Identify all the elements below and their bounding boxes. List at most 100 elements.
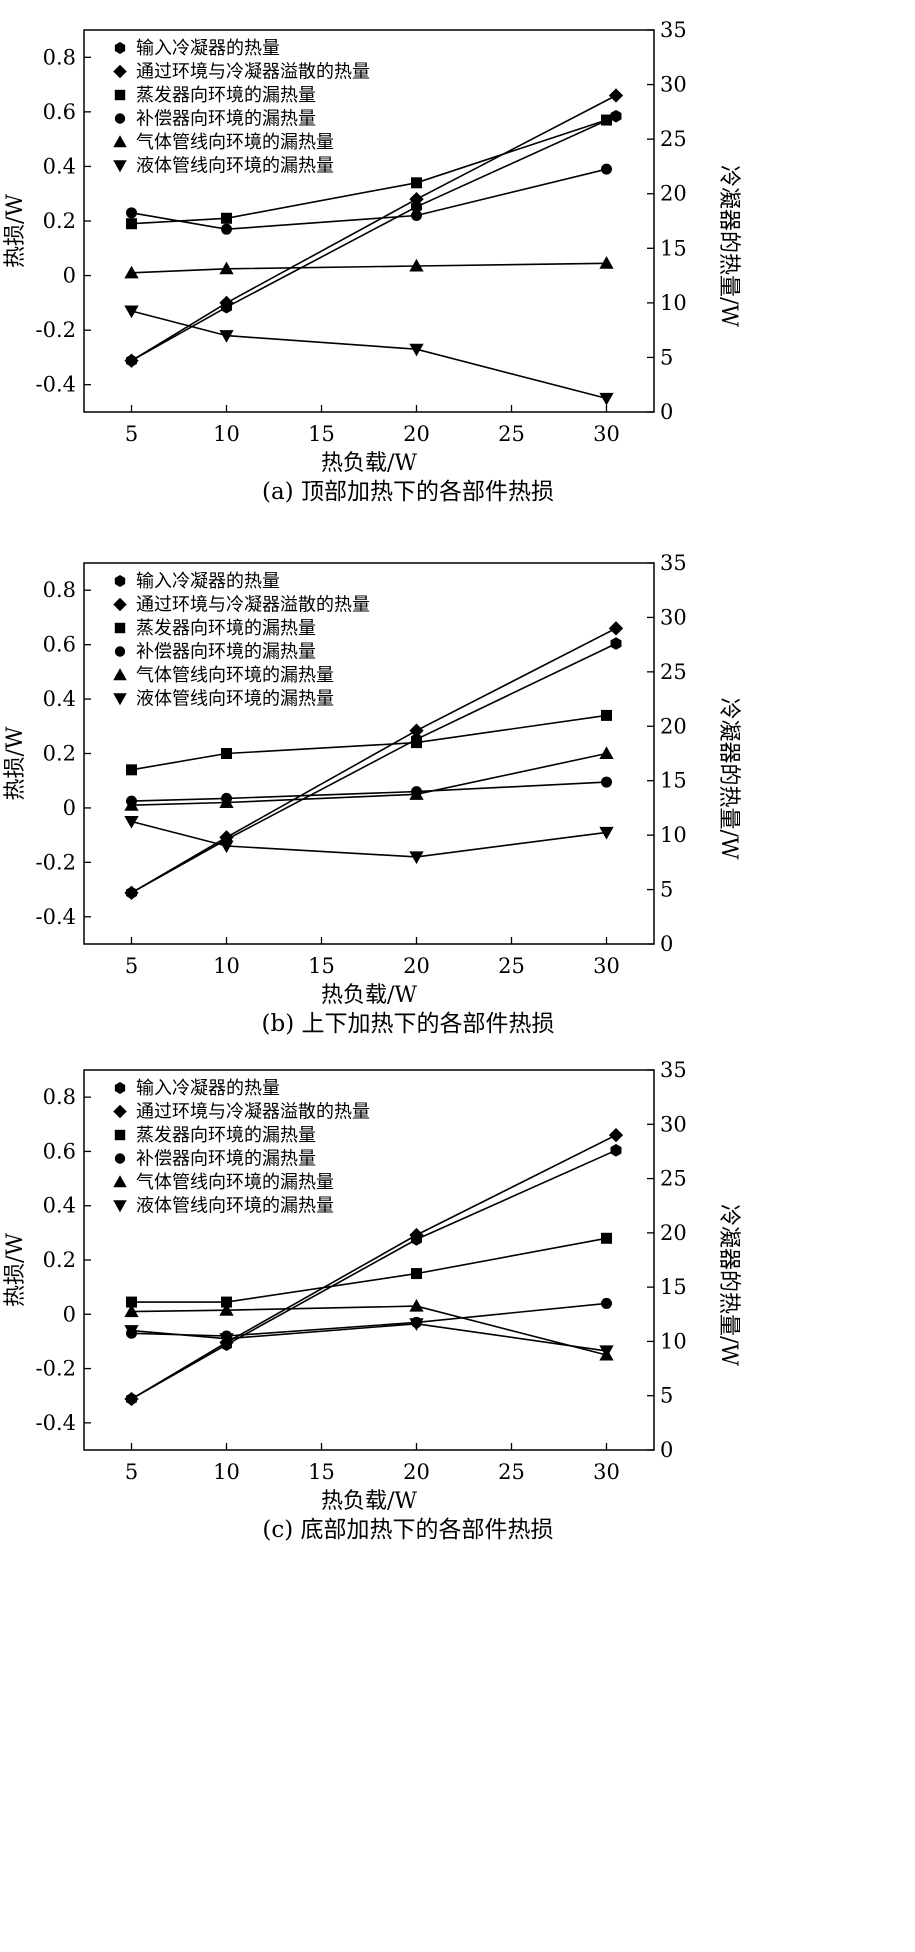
data-point-series-3	[601, 114, 612, 126]
data-point-series-4	[601, 163, 612, 175]
data-point-series-3	[126, 764, 137, 776]
x-tick-label: 30	[593, 1460, 620, 1484]
y-right-tick-label: 25	[660, 660, 687, 684]
x-tick-label: 5	[125, 954, 138, 978]
data-point-series-3	[601, 709, 612, 721]
legend-marker-1	[114, 1082, 126, 1094]
series-line-2	[131, 627, 617, 894]
data-point-series-4	[221, 223, 232, 235]
x-tick-label: 25	[498, 422, 525, 446]
y-right-tick-label: 30	[660, 1112, 687, 1136]
series-line-3	[131, 714, 607, 771]
y-left-tick-label: 0.2	[43, 1248, 76, 1272]
data-point-series-3	[411, 1268, 422, 1280]
series-line-4	[131, 781, 607, 802]
data-point-series-4	[411, 210, 422, 222]
series-line-5	[131, 752, 607, 806]
data-point-series-2	[124, 1391, 139, 1407]
data-point-series-3	[601, 1232, 612, 1244]
x-tick-label: 30	[593, 422, 620, 446]
y-right-tick-label: 35	[660, 551, 687, 575]
data-point-series-4	[601, 1297, 612, 1309]
series-line-4	[131, 168, 607, 231]
data-point-series-6	[124, 1325, 139, 1338]
y-right-tick-label: 30	[660, 605, 687, 629]
data-point-series-1	[610, 637, 622, 650]
y-left-tick-label: 0.6	[43, 633, 76, 657]
y-right-tick-label: 0	[660, 1438, 673, 1462]
data-point-series-5	[124, 798, 139, 811]
legend-label-6: 液体管线向环境的漏热量	[136, 1196, 334, 1217]
data-point-series-3	[411, 737, 422, 749]
data-point-series-2	[608, 621, 624, 636]
legend-label-3: 蒸发器向环境的漏热量	[136, 618, 316, 639]
data-point-series-3	[221, 748, 232, 759]
data-point-series-2	[409, 192, 424, 207]
data-point-series-2	[124, 885, 139, 900]
x-axis-title: 热负载/W	[321, 1489, 417, 1514]
legend-label-2: 通过环境与冷凝器溢散的热量	[136, 62, 370, 83]
y-left-tick-label: 0.8	[43, 578, 76, 602]
figure-caption: (b) 上下加热下的各部件热损	[262, 1011, 555, 1037]
series-line-2	[131, 94, 617, 362]
y-left-tick-label: 0.6	[43, 1139, 76, 1163]
data-point-series-1	[610, 109, 622, 123]
data-point-series-1	[610, 1144, 622, 1157]
data-point-series-6	[409, 851, 424, 865]
series-line-6	[131, 1322, 607, 1352]
chart-panel-1: 5 10 15 20 25 30 -0.4 -0.2 0 0.2 0.4 0.6 0.8 0 5 10 15 20…	[3, 18, 741, 505]
x-tick-label: 20	[403, 954, 430, 978]
legend-marker-2	[113, 1104, 127, 1119]
legend-marker-2	[113, 597, 127, 612]
legend-label-3: 蒸发器向环境的漏热量	[136, 85, 316, 106]
data-point-series-5	[409, 787, 424, 800]
x-tick-label: 5	[125, 422, 138, 446]
y-right-axis-title: 冷凝器的热量/W	[716, 697, 741, 859]
legend-label-6: 液体管线向环境的漏热量	[136, 689, 334, 710]
data-point-series-5	[599, 256, 614, 269]
y-right-tick-label: 10	[660, 823, 687, 847]
data-point-series-3	[221, 212, 232, 224]
data-point-series-6	[124, 305, 139, 319]
data-point-series-5	[124, 265, 139, 279]
y-right-tick-label: 15	[660, 236, 687, 260]
y-right-axis-title: 冷凝器的热量/W	[716, 165, 741, 327]
legend-label-1: 输入冷凝器的热量	[136, 571, 280, 592]
y-left-tick-label: -0.2	[36, 1357, 77, 1381]
y-right-tick-label: 10	[660, 1329, 687, 1353]
legend-label-1: 输入冷凝器的热量	[136, 1078, 280, 1099]
legend-marker-5	[113, 135, 127, 148]
legend-label-6: 液体管线向环境的漏热量	[136, 156, 334, 177]
y-right-tick-label: 20	[660, 1221, 687, 1245]
data-point-series-2	[608, 88, 624, 103]
series-line-6	[131, 310, 607, 400]
x-tick-label: 10	[213, 422, 240, 446]
legend-marker-4	[114, 646, 126, 657]
x-tick-label: 15	[308, 422, 335, 446]
y-right-tick-label: 20	[660, 182, 687, 206]
y-right-tick-label: 5	[660, 1384, 673, 1408]
series-line-1	[131, 115, 617, 362]
data-point-series-3	[126, 218, 137, 230]
y-right-tick-label: 30	[660, 73, 687, 97]
y-left-tick-label: -0.2	[36, 318, 77, 342]
y-right-tick-label: 0	[660, 400, 673, 424]
data-point-series-6	[599, 1345, 614, 1359]
x-axis-title: 热负载/W	[321, 451, 417, 476]
legend-marker-1	[114, 42, 126, 54]
data-point-series-4	[601, 776, 612, 788]
x-tick-label: 10	[213, 1460, 240, 1484]
data-point-series-4	[126, 207, 137, 219]
x-tick-label: 15	[308, 1460, 335, 1484]
y-left-tick-label: 0.8	[43, 1085, 76, 1109]
data-point-series-5	[409, 1298, 424, 1312]
legend-marker-1	[114, 575, 126, 587]
data-point-series-1	[411, 200, 422, 214]
x-tick-label: 25	[498, 1460, 525, 1484]
x-tick-label: 25	[498, 954, 525, 978]
data-point-series-2	[219, 295, 234, 311]
data-point-series-2	[124, 353, 139, 368]
x-tick-label: 5	[125, 1460, 138, 1484]
legend-marker-5	[113, 1175, 127, 1188]
